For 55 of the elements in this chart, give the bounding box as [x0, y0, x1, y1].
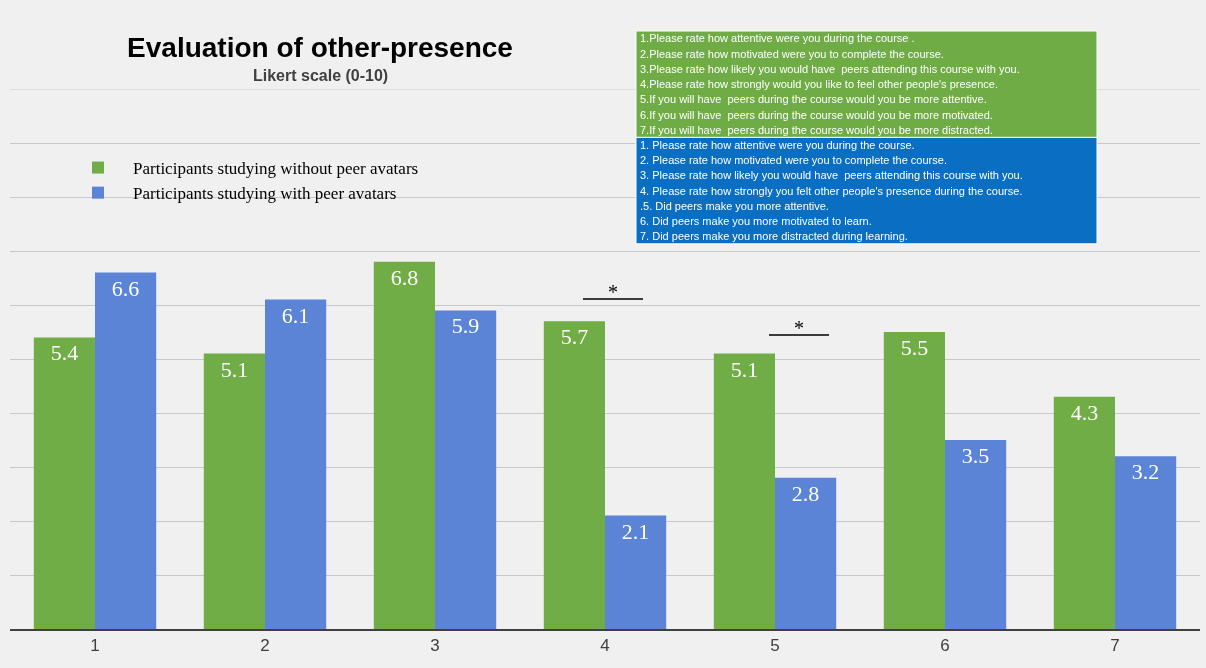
- chart-title: Evaluation of other-presence: [127, 31, 513, 63]
- data-label: 6.6: [111, 275, 140, 301]
- data-label: 6.1: [281, 302, 310, 328]
- annotation: 7.If you will have peers during the course would you be more distracted.: [640, 124, 993, 136]
- annotation: .5. Did peers make you more attentive.: [640, 200, 829, 212]
- bar: [265, 299, 327, 629]
- text: 1.Please rate how attentive were you during the course .: [640, 32, 915, 44]
- x-tick-label: 3: [430, 636, 440, 656]
- data-label: 3.5: [961, 443, 990, 468]
- bar: [33, 337, 95, 629]
- data-label: 5.1: [730, 356, 759, 382]
- data-label: 5.7: [560, 324, 589, 350]
- chart-subtitle: Likert scale (0-10): [253, 67, 389, 84]
- x-tick-label: 2: [260, 636, 270, 656]
- data-label: 5.4: [50, 340, 79, 366]
- bar: [945, 440, 1007, 629]
- data-label: 5.1: [220, 356, 249, 382]
- legend-label: Participants studying with peer avatars: [133, 184, 397, 204]
- x-tick-label: 1: [90, 636, 100, 656]
- x-tick-label: 6: [940, 636, 950, 656]
- annotation: 1. Please rate how attentive were you during the course.: [640, 139, 915, 151]
- data-label: 2.1: [621, 518, 650, 544]
- legend-label: Participants studying without peer avatars: [133, 159, 419, 179]
- bar: [605, 515, 667, 629]
- annotation: 4.Please rate how strongly would you like to feel other people's presence.: [640, 78, 998, 90]
- annotation: 2. Please rate how motivated were you to complete the course.: [640, 154, 947, 166]
- bar: [95, 272, 157, 629]
- x-tick-label: 5: [770, 636, 780, 656]
- annotation: 4. Please rate how strongly you felt other people's presence during the course.: [640, 185, 1023, 197]
- annotation: 3. Please rate how likely you would have peers attending this course with you.: [640, 169, 1023, 181]
- bar: [203, 353, 265, 629]
- x-tick-label: 4: [600, 636, 610, 656]
- annotation: 6. Did peers make you more motivated to learn.: [640, 215, 872, 227]
- data-label: 4.3: [1070, 399, 1099, 425]
- bar: [373, 261, 435, 629]
- data-label: 5.5: [900, 335, 929, 360]
- data-label: 6.8: [390, 264, 419, 290]
- annotation: 7. Did peers make you more distracted during learning.: [640, 230, 908, 242]
- data-label: 3.2: [1131, 459, 1160, 485]
- text: 2.Please rate how motivated were you to complete the course.: [640, 48, 944, 60]
- bar: [543, 321, 605, 629]
- annotation: *: [608, 281, 618, 303]
- text: 3.Please rate how likely you would have peers attending this course with you.: [640, 63, 1020, 75]
- data-label: 2.8: [791, 480, 820, 506]
- annotation: 6.If you will have peers during the course would you be more motivated.: [640, 109, 993, 121]
- bar: [883, 332, 945, 629]
- data-label: 5.9: [451, 313, 480, 339]
- annotation: *: [794, 317, 804, 339]
- bar: [1115, 456, 1177, 629]
- bar: [775, 477, 837, 629]
- annotation: 5.If you will have peers during the course would you be more attentive.: [640, 93, 987, 105]
- bar: [435, 310, 497, 629]
- x-tick-label: 7: [1110, 636, 1120, 656]
- bar: [1053, 396, 1115, 629]
- bar: [713, 353, 775, 629]
